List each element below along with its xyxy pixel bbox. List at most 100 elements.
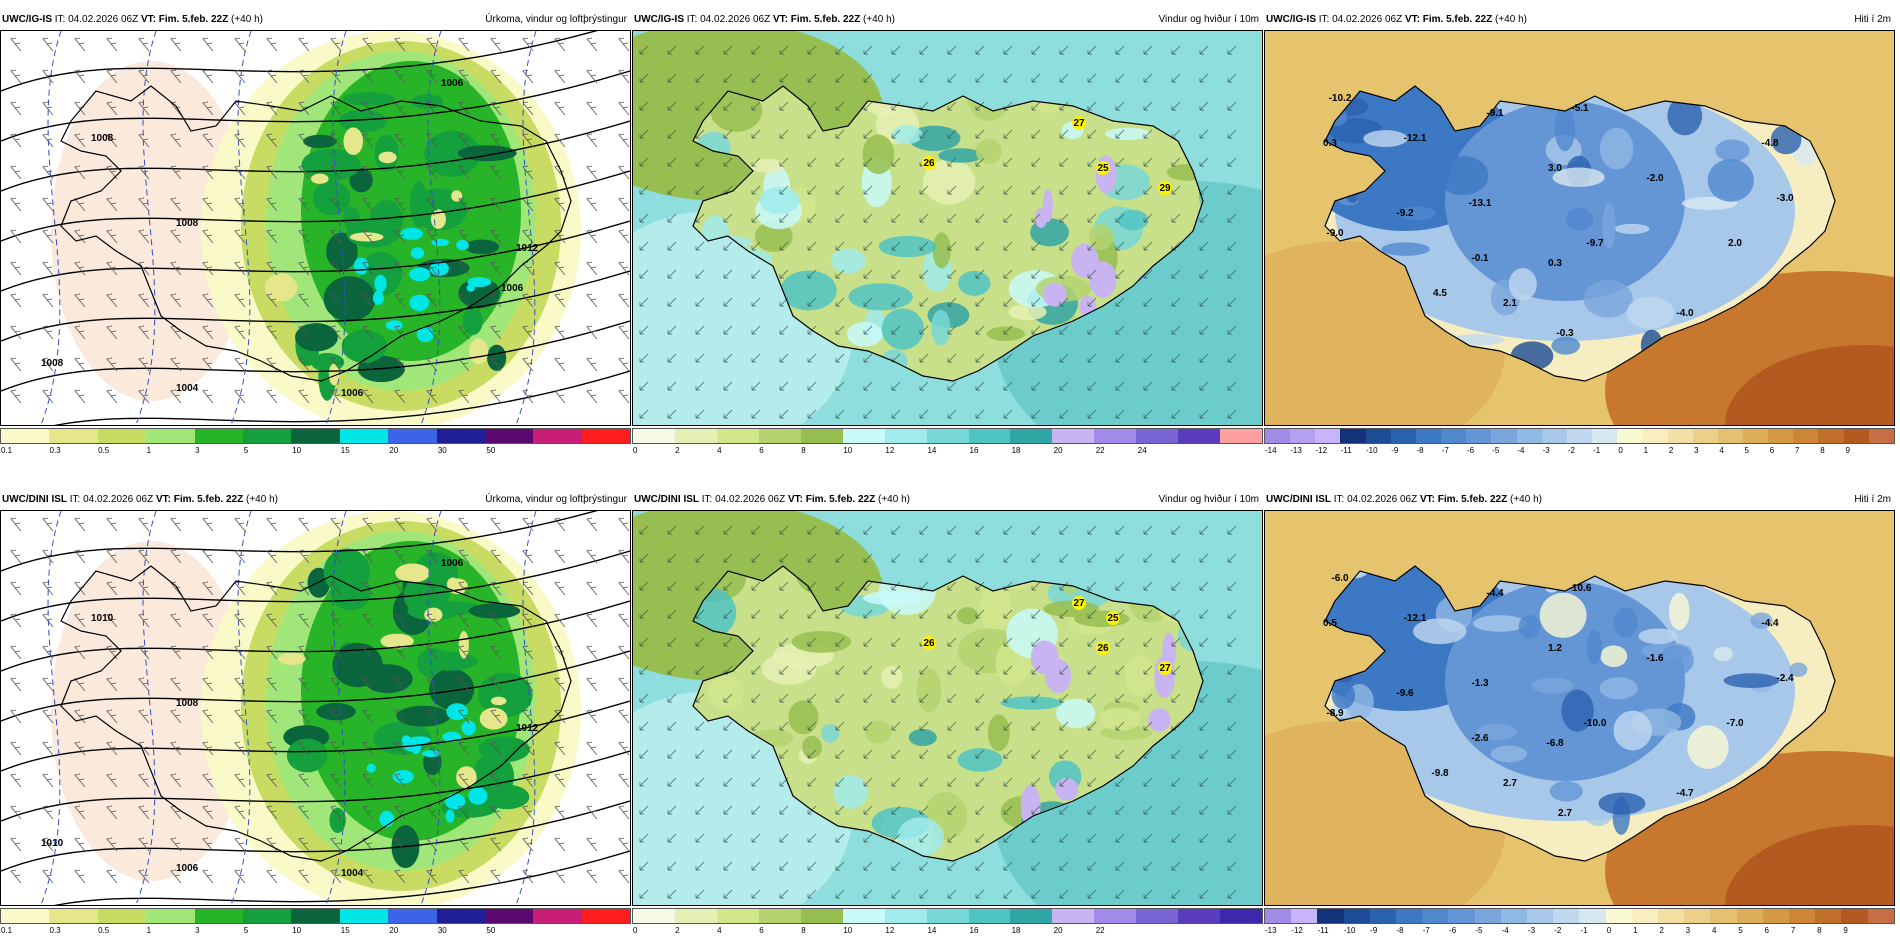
- it-label: IT:: [686, 14, 698, 25]
- isobar-label: 1004: [176, 383, 199, 394]
- gust-label: 27: [1073, 598, 1085, 609]
- colorbar-tick-label: 16: [969, 926, 979, 935]
- colorbar-tick-label: 2: [675, 926, 680, 935]
- colorbar-segment: [1793, 429, 1819, 443]
- panel-header: UWC/IG-IS IT: 04.02.2026 06Z VT: Fim. 5.…: [1264, 10, 1895, 30]
- temp-label: -4.7: [1676, 788, 1694, 799]
- colorbar-tick-label: 22: [1095, 926, 1105, 935]
- map-area[interactable]: -6.0 -12.1 -4.4 -10.6 0.5 1.2 -4.4 -1.6 -1.3 -9.6…: [1264, 510, 1895, 906]
- colorbar-tick-label: 3: [195, 926, 200, 935]
- temp-label: 2.7: [1558, 808, 1572, 819]
- colorbar-segment: [1516, 429, 1542, 443]
- colorbar: [1264, 908, 1895, 924]
- colorbar-tick-label: 4: [717, 926, 722, 935]
- colorbar-tick-label: 14: [927, 446, 937, 455]
- colorbar-segment: [1290, 429, 1316, 443]
- panel-title: Úrkoma, vindur og loftþrýstingur: [485, 494, 627, 505]
- temp-label: -3.0: [1776, 193, 1794, 204]
- colorbar-segment: [1566, 429, 1593, 443]
- vt-label: VT:: [155, 494, 171, 505]
- colorbar-segment: [1, 909, 50, 923]
- colorbar-tick-label: 5: [243, 926, 249, 935]
- temp-label: -10.0: [1584, 718, 1607, 729]
- colorbar-tick-label: 30: [437, 926, 447, 935]
- colorbar-ticks: 0.1 0.3 0.5 1 3 5 10 15 20 30 50: [0, 446, 631, 458]
- colorbar-tick-label: 8: [1817, 926, 1822, 935]
- model-name: UWC/DINI ISL: [1266, 494, 1331, 505]
- coastline: [1324, 85, 1836, 382]
- isobar-label: 1012: [516, 243, 539, 254]
- panel-header: UWC/IG-IS IT: 04.02.2026 06Z VT: Fim. 5.…: [632, 10, 1263, 30]
- model-name: UWC/IG-IS: [1266, 14, 1316, 25]
- colorbar-segment: [1365, 429, 1391, 443]
- value-labels: -10.2 -12.1 -9.1 -5.1 0.3 3.0 -4.8 -2.0 -13.1 -9.…: [1323, 93, 1794, 339]
- colorbar-segment: [581, 909, 631, 923]
- colorbar: [632, 908, 1263, 924]
- colorbar-segment: [49, 909, 98, 923]
- map-panel-precip: UWC/IG-IS IT: 04.02.2026 06Z VT: Fim. 5.…: [0, 10, 631, 459]
- isobar-label: 1010: [41, 838, 64, 849]
- colorbar-tick-label: 50: [486, 926, 496, 935]
- colorbar-segment: [758, 909, 801, 923]
- map-svg: -6.0 -12.1 -4.4 -10.6 0.5 1.2 -4.4 -1.6 -1.3 -9.6…: [1265, 511, 1894, 905]
- colorbar-tick-label: 6: [1769, 446, 1775, 455]
- colorbar-tick-label: 1: [146, 926, 152, 935]
- run-info: UWC/IG-IS IT: 04.02.2026 06Z VT: Fim. 5.…: [1266, 10, 1527, 30]
- colorbar-tick-label: 12: [885, 926, 895, 935]
- isobar-label: 1008: [91, 133, 114, 144]
- colorbar-tick-label: 0.3: [49, 926, 61, 935]
- temp-label: -9.0: [1326, 228, 1344, 239]
- colorbar-segment: [1474, 909, 1501, 923]
- lead-time: (+40 h): [1510, 494, 1542, 505]
- it-label: IT:: [1333, 494, 1345, 505]
- isobar-label: 1006: [501, 283, 524, 294]
- colorbar-segment: [1291, 909, 1318, 923]
- model-name: UWC/DINI ISL: [2, 494, 67, 505]
- map-area[interactable]: 27 26 25 29: [632, 30, 1263, 426]
- colorbar-tick-label: -5: [1492, 446, 1500, 455]
- colorbar-tick-label: 3: [1685, 926, 1691, 935]
- wind-arrows: [639, 45, 1237, 419]
- valid-time: Fim. 5.feb. 22Z: [1437, 494, 1508, 505]
- temp-label: -12.1: [1404, 613, 1427, 624]
- colorbar: [0, 908, 631, 924]
- colorbar-tick-label: 22: [1095, 446, 1105, 455]
- temp-label: -12.1: [1404, 133, 1427, 144]
- temp-label: -9.6: [1396, 688, 1414, 699]
- colorbar-segment: [1592, 429, 1618, 443]
- colorbar-segment: [1579, 909, 1606, 923]
- colorbar-tick-label: -7: [1422, 926, 1430, 935]
- coastline: [692, 85, 1204, 382]
- colorbar-ticks: -14 -13 -12 -11 -10 -9 -8 -7 -6 -5 -4 -3 -2 -1 0 1 2 3 4 5 6…: [1264, 446, 1895, 458]
- map-area[interactable]: -10.2 -12.1 -9.1 -5.1 0.3 3.0 -4.8 -2.0 -13.1 -9.…: [1264, 30, 1895, 426]
- colorbar-segment: [388, 429, 437, 443]
- colorbar-segment: [1415, 429, 1442, 443]
- colorbar-tick-label: 20: [389, 926, 399, 935]
- map-area[interactable]: 1010 1008 1006 1012 1010 1004 1006: [0, 510, 631, 906]
- colorbar-segment: [842, 909, 885, 923]
- colorbar-segment: [884, 909, 927, 923]
- colorbar-segment: [800, 429, 843, 443]
- colorbar-segment: [1617, 429, 1643, 443]
- colorbar-tick-label: 15: [340, 446, 350, 455]
- colorbar-segment: [339, 429, 389, 443]
- colorbar-segment: [242, 429, 292, 443]
- temp-label: 4.5: [1433, 288, 1447, 299]
- gust-label: 25: [1107, 613, 1119, 624]
- colorbar-segment: [436, 429, 485, 443]
- map-svg: 27 26 26 27 25: [633, 511, 1262, 905]
- colorbar-segment: [1343, 909, 1370, 923]
- map-area[interactable]: 27 26 26 27 25: [632, 510, 1263, 906]
- colorbar-tick-label: 10: [843, 446, 853, 455]
- colorbar-segment: [1868, 429, 1894, 443]
- panel-header: UWC/DINI ISL IT: 04.02.2026 06Z VT: Fim.…: [1264, 490, 1895, 510]
- colorbar-segment: [1684, 909, 1711, 923]
- temp-label: -6.8: [1546, 738, 1564, 749]
- colorbar-segment: [242, 909, 292, 923]
- isobar-label: 1008: [176, 218, 199, 229]
- map-area[interactable]: 1008 1008 1006 1012 1008 1006 1004 1006: [0, 30, 631, 426]
- panel-title: Vindur og hviður í 10m: [1158, 14, 1259, 25]
- wind-barbs: [10, 517, 630, 884]
- valid-time: Fim. 5.feb. 22Z: [1422, 14, 1493, 25]
- colorbar-segment: [968, 909, 1011, 923]
